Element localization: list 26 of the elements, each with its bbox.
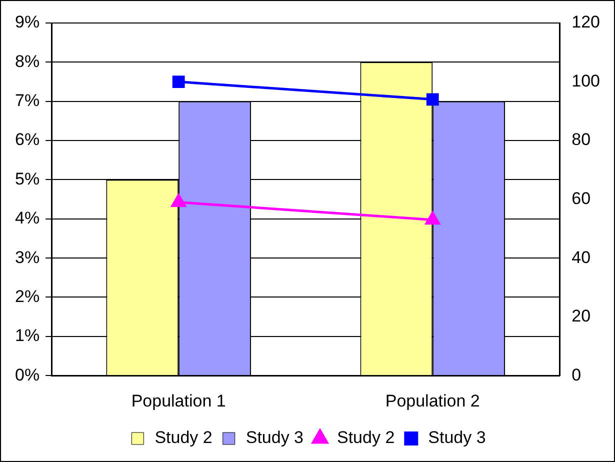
y2-tick-label: 80	[572, 130, 591, 150]
y-tick-label: 0%	[14, 365, 40, 384]
y-tick-label: 7%	[14, 91, 40, 110]
y2-tick-label: 40	[572, 248, 591, 267]
y-tick-label: 1%	[14, 326, 40, 346]
legend-label: Study 2	[154, 428, 212, 448]
y-tick-label: 4%	[14, 208, 40, 228]
point	[426, 93, 439, 106]
y-tick-label: 3%	[14, 248, 40, 267]
y-tick-label: 2%	[14, 286, 40, 306]
y2-tick-label: 100	[572, 71, 600, 90]
y2-tick-label: 60	[572, 188, 591, 208]
x-tick-label: Population 2	[385, 391, 480, 410]
point	[172, 76, 185, 88]
legend-label: Study 2	[337, 428, 395, 448]
y-tick-label: 8%	[14, 52, 40, 71]
x-tick-label: Population 1	[131, 391, 226, 410]
y-tick-label: 6%	[14, 130, 40, 150]
legend-label: Study 3	[246, 428, 304, 448]
legend-label: Study 3	[428, 428, 486, 448]
y2-tick-label: 120	[572, 12, 600, 32]
point	[425, 212, 440, 225]
y2-tick-label: 20	[572, 306, 591, 326]
y-tick-label: 5%	[14, 169, 40, 188]
y-tick-label: 9%	[14, 12, 40, 32]
y2-tick-label: 0	[572, 365, 582, 384]
